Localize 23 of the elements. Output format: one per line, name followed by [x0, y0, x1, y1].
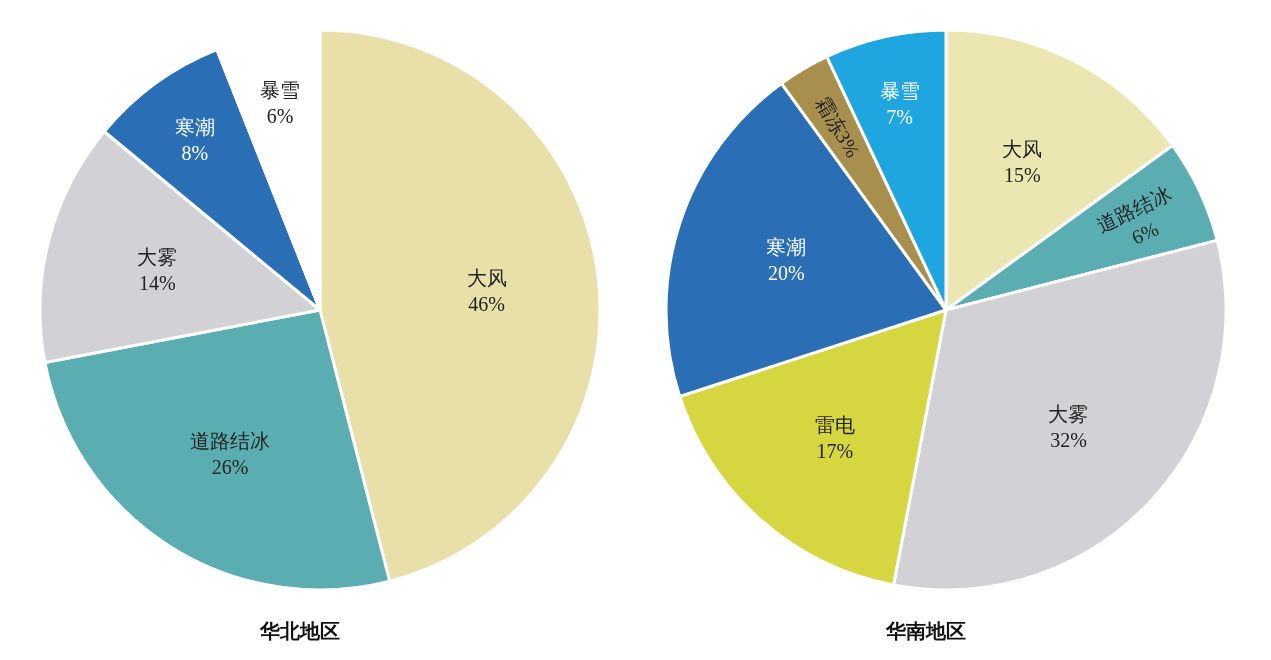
data-label: 8% [181, 141, 209, 164]
slice-label: 寒潮 [174, 115, 215, 138]
text: 华南地区 [885, 620, 966, 642]
slice-label: 暴雪 [260, 78, 301, 101]
slice-label: 大风 [1002, 138, 1043, 161]
data-label: 6% [266, 104, 294, 127]
slice-label: 大雾 [137, 246, 178, 269]
slice-label: 道路结冰 [189, 429, 270, 452]
data-label: 46% [468, 292, 506, 315]
slice-label: 大雾 [1048, 403, 1089, 425]
data-label: 26% [211, 455, 249, 478]
text: 华北地区 [259, 620, 340, 642]
slice-label: 霜冻3% [811, 92, 865, 162]
data-label: 20% [767, 262, 805, 285]
data-label: 14% [138, 272, 176, 295]
data-label: 15% [1003, 164, 1041, 187]
slice-label: 大风 [466, 266, 507, 289]
data-label: 17% [816, 440, 854, 463]
slice-label: 暴雪 [879, 80, 920, 103]
data-label: 32% [1050, 429, 1087, 451]
data-label: 7% [886, 106, 913, 129]
slice-label: 雷电 [814, 414, 855, 437]
slice-label: 寒潮 [766, 236, 807, 259]
